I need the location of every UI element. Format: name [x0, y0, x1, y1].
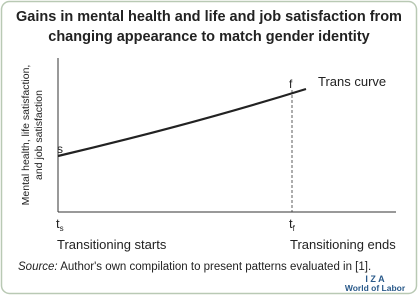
tick-main: t [289, 216, 293, 231]
x-label: Transitioning ends [290, 237, 396, 252]
title-line: Gains in mental health and life and job … [16, 9, 402, 25]
title-line: changing appearance to match gender iden… [48, 29, 369, 45]
tick-main: t [56, 216, 60, 231]
x-label: Transitioning starts [57, 237, 167, 252]
tick-sub: f [293, 224, 296, 233]
point-label: s [57, 142, 63, 156]
trans-curve [57, 87, 307, 158]
curve-label: Trans curve [318, 74, 386, 89]
source: Source: Author's own compilation to pres… [18, 261, 371, 273]
point-label: f [289, 77, 293, 91]
logo-top: I Z A [365, 274, 385, 284]
y-axis-label-line: and job satisfaction [33, 90, 45, 180]
tick-sub: s [60, 224, 64, 233]
y-axis-label-line: Mental health, life satisfaction, [20, 65, 32, 206]
logo-bottom: World of Labor [345, 283, 406, 293]
source-text: Author's own compilation to present patt… [58, 261, 372, 273]
tick-label: tf [289, 216, 296, 233]
y-axis-label: Mental health, life satisfaction, and jo… [20, 65, 45, 206]
tick-label: ts [56, 216, 64, 233]
source-lead: Source: [18, 261, 58, 273]
